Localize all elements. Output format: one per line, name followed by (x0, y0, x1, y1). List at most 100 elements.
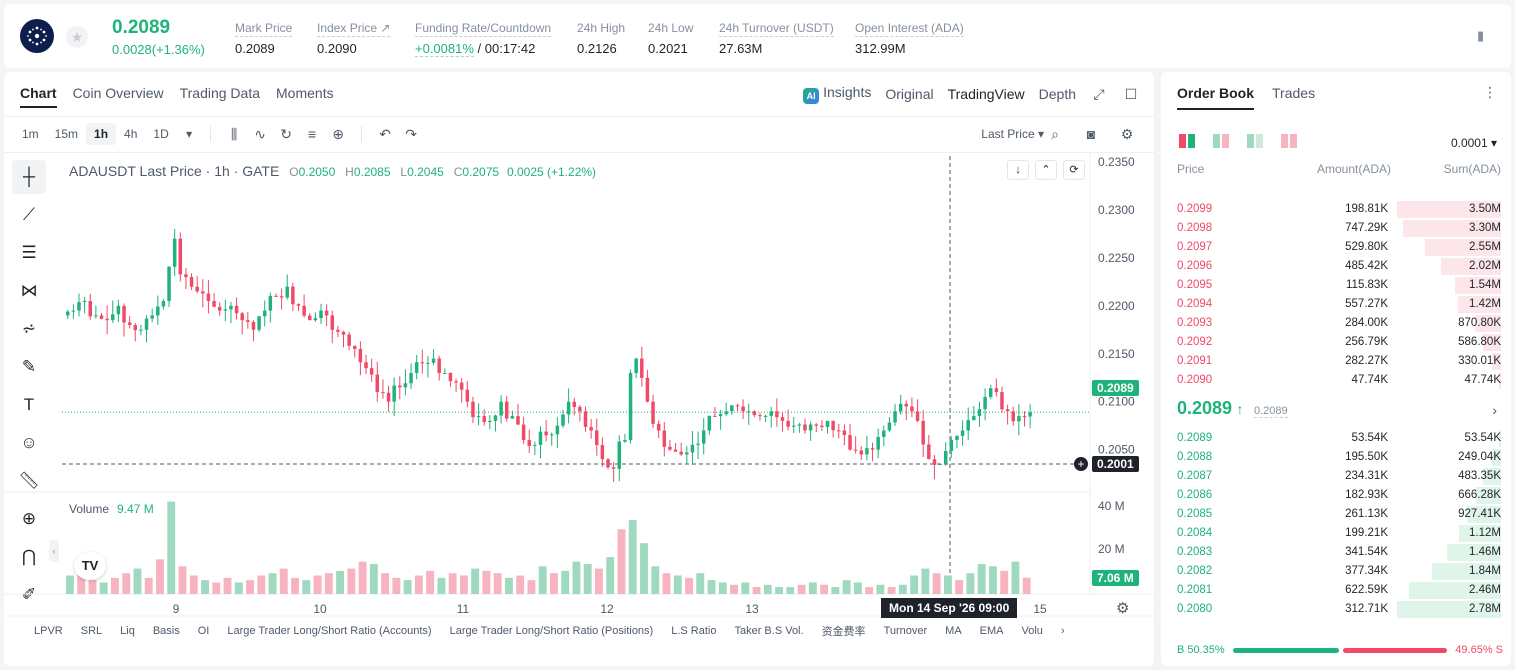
ask-row[interactable]: 0.2095 115.83K 1.54M (1161, 276, 1511, 295)
ask-row[interactable]: 0.2090 47.74K 47.74K (1161, 371, 1511, 390)
timeframe-15m[interactable]: 15m (54, 127, 79, 141)
tab-chart[interactable]: Chart (20, 84, 57, 108)
tab-coin-overview[interactable]: Coin Overview (72, 85, 164, 101)
stat-label[interactable]: Funding Rate/Countdown (415, 21, 552, 37)
magnet-tool-icon[interactable]: ⋂ (22, 547, 36, 566)
indicator-chip[interactable]: 资金费率 (821, 626, 866, 638)
bid-row[interactable]: 0.2083 341.54K 1.46M (1161, 543, 1511, 562)
chevron-right-icon[interactable]: › (1492, 402, 1497, 418)
stat-label[interactable]: 24h Turnover (USDT) (719, 21, 834, 37)
indicator-chip[interactable]: L.S Ratio (671, 625, 717, 637)
tab-trades[interactable]: Trades (1272, 85, 1316, 101)
bid-row[interactable]: 0.2081 622.59K 2.46M (1161, 581, 1511, 600)
redo-icon[interactable]: ↷ (405, 125, 417, 142)
refresh-icon[interactable]: ⟳ (1063, 160, 1085, 180)
price-source-select[interactable]: Last Price ▾ (981, 127, 1044, 141)
tab-trading-data[interactable]: Trading Data (179, 85, 261, 101)
precision-select[interactable]: 0.0001 ▾ (1450, 136, 1497, 150)
indicator-chip[interactable]: Turnover (883, 625, 928, 637)
compare-icon[interactable]: ↻ (280, 125, 292, 142)
timeframe-1d[interactable]: 1D ▾ (145, 123, 200, 145)
zoom-tool-icon[interactable]: ⊕ (21, 509, 37, 528)
collapse-toolbar-icon[interactable]: ‹ (49, 540, 59, 562)
mode-asks-icon[interactable] (1247, 134, 1263, 148)
emoji-tool-icon[interactable]: ☺ (20, 433, 38, 452)
bid-row[interactable]: 0.2087 234.31K 483.35K (1161, 467, 1511, 486)
mode-sell-icon[interactable] (1281, 134, 1297, 148)
bid-row[interactable]: 0.2084 199.21K 1.12M (1161, 524, 1511, 543)
indicator-chip[interactable]: Large Trader Long/Short Ratio (Positions… (449, 625, 654, 637)
indicator-chip[interactable]: Volu (1021, 625, 1043, 637)
popout-icon[interactable]: ☐ (1124, 86, 1138, 102)
ask-row[interactable]: 0.2091 282.27K 330.01K (1161, 352, 1511, 371)
text-tool-icon[interactable]: T (23, 395, 35, 414)
tradingview-logo[interactable]: TV (74, 552, 106, 580)
ask-row[interactable]: 0.2098 747.29K 3.30M (1161, 219, 1511, 238)
mode-bids-icon[interactable] (1213, 134, 1229, 148)
bid-row[interactable]: 0.2082 377.34K 1.84M (1161, 562, 1511, 581)
stat-label[interactable]: Index Price ↗ (317, 21, 391, 37)
candle-body (589, 426, 593, 431)
view-tradingview[interactable]: TradingView (947, 86, 1025, 102)
candlestick-chart[interactable]: 0.23500.23000.22500.22000.21500.21000.20… (4, 72, 1154, 666)
tab-moments[interactable]: Moments (276, 85, 334, 101)
add-indicator-icon[interactable]: ⊕ (332, 125, 344, 142)
view-original[interactable]: Original (885, 86, 934, 102)
ask-row[interactable]: 0.2093 284.00K 870.80K (1161, 314, 1511, 333)
mode-both-icon[interactable] (1179, 134, 1195, 148)
timeframe-1h[interactable]: 1h (86, 123, 117, 145)
indicator-chip[interactable]: Liq (120, 625, 135, 637)
candle-type-icon[interactable]: ⫼ (230, 125, 238, 142)
brush-tool-icon[interactable]: ✎ (21, 357, 37, 376)
candle-body (521, 424, 526, 441)
funding-rate-value[interactable]: +0.0081% (415, 41, 474, 57)
timeframe-4h[interactable]: 4h (124, 127, 138, 141)
bid-row[interactable]: 0.2080 312.71K 2.78M (1161, 600, 1511, 619)
prediction-tool-icon[interactable]: ⩫ (21, 319, 37, 338)
search-icon[interactable]: ⌕ (1051, 125, 1059, 142)
tab-order-book[interactable]: Order Book (1177, 84, 1255, 110)
bid-row[interactable]: 0.2086 182.93K 666.28K (1161, 486, 1511, 505)
template-icon[interactable]: ≡ (308, 126, 317, 142)
ask-row[interactable]: 0.2097 529.80K 2.55M (1161, 238, 1511, 257)
favorite-star-icon[interactable]: ★ (66, 26, 88, 48)
view-depth[interactable]: Depth (1038, 86, 1076, 102)
undo-icon[interactable]: ↶ (379, 125, 391, 142)
stat-label[interactable]: Mark Price (235, 21, 293, 37)
ask-row[interactable]: 0.2094 557.27K 1.42M (1161, 295, 1511, 314)
indicator-chip[interactable]: LPVR (34, 625, 63, 637)
indicator-chip[interactable]: Large Trader Long/Short Ratio (Accounts) (227, 625, 432, 637)
ask-row[interactable]: 0.2096 485.42K 2.02M (1161, 257, 1511, 276)
candle-body (111, 314, 115, 321)
notebook-icon[interactable]: ▮ (1477, 28, 1485, 43)
indicator-chip[interactable]: Basis (152, 625, 180, 637)
fullscreen-icon[interactable]: ⤢ (1093, 86, 1105, 102)
chevron-right-icon[interactable]: › (1060, 625, 1065, 637)
collapse-icon[interactable]: ⌃ (1035, 160, 1057, 180)
indicator-chip[interactable]: SRL (80, 625, 103, 637)
indicator-chip[interactable]: EMA (979, 625, 1004, 637)
pattern-tool-icon[interactable]: ⋈ (20, 281, 38, 300)
indicator-chip[interactable]: Taker B.S Vol. (734, 625, 804, 637)
download-icon[interactable]: ↓ (1007, 160, 1029, 180)
crosshair-tool-icon[interactable]: ┼ (12, 160, 46, 194)
timeframe-1m[interactable]: 1m (22, 127, 39, 141)
candle-body (82, 301, 87, 303)
gear-icon[interactable]: ⚙ (1120, 125, 1134, 142)
trendline-tool-icon[interactable]: ⟋ (23, 205, 35, 224)
chart-settings-icon[interactable]: ⚙ (1116, 600, 1130, 617)
bid-row[interactable]: 0.2089 53.54K 53.54K (1161, 429, 1511, 448)
indicator-chip[interactable]: OI (197, 625, 210, 637)
more-icon[interactable]: ⋮ (1483, 84, 1497, 100)
insights-button[interactable]: AI Insights (803, 84, 871, 104)
camera-icon[interactable]: ◙ (1086, 125, 1096, 142)
stat-label[interactable]: Open Interest (ADA) (855, 21, 964, 37)
ask-row[interactable]: 0.2092 256.79K 586.80K (1161, 333, 1511, 352)
bid-row[interactable]: 0.2085 261.13K 927.41K (1161, 505, 1511, 524)
ask-row[interactable]: 0.2099 198.81K 3.50M (1161, 200, 1511, 219)
fib-tool-icon[interactable]: ☰ (21, 243, 37, 262)
indicators-icon[interactable]: ∿ (254, 125, 266, 142)
indicator-chip[interactable]: MA (945, 625, 962, 637)
ruler-tool-icon[interactable]: 📏︎ (18, 471, 40, 490)
bid-row[interactable]: 0.2088 195.50K 249.04K (1161, 448, 1511, 467)
